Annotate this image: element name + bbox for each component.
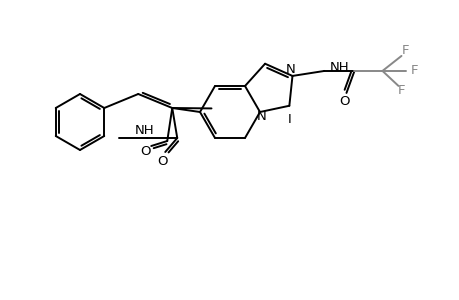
Text: NH: NH xyxy=(134,124,154,136)
Text: N: N xyxy=(257,110,266,122)
Text: NH: NH xyxy=(329,61,348,74)
Text: F: F xyxy=(401,44,409,57)
Text: F: F xyxy=(410,64,417,77)
Text: I: I xyxy=(287,113,291,126)
Text: N: N xyxy=(285,63,295,76)
Text: O: O xyxy=(140,145,150,158)
Text: O: O xyxy=(157,154,167,167)
Text: O: O xyxy=(338,95,349,108)
Text: F: F xyxy=(397,84,404,98)
